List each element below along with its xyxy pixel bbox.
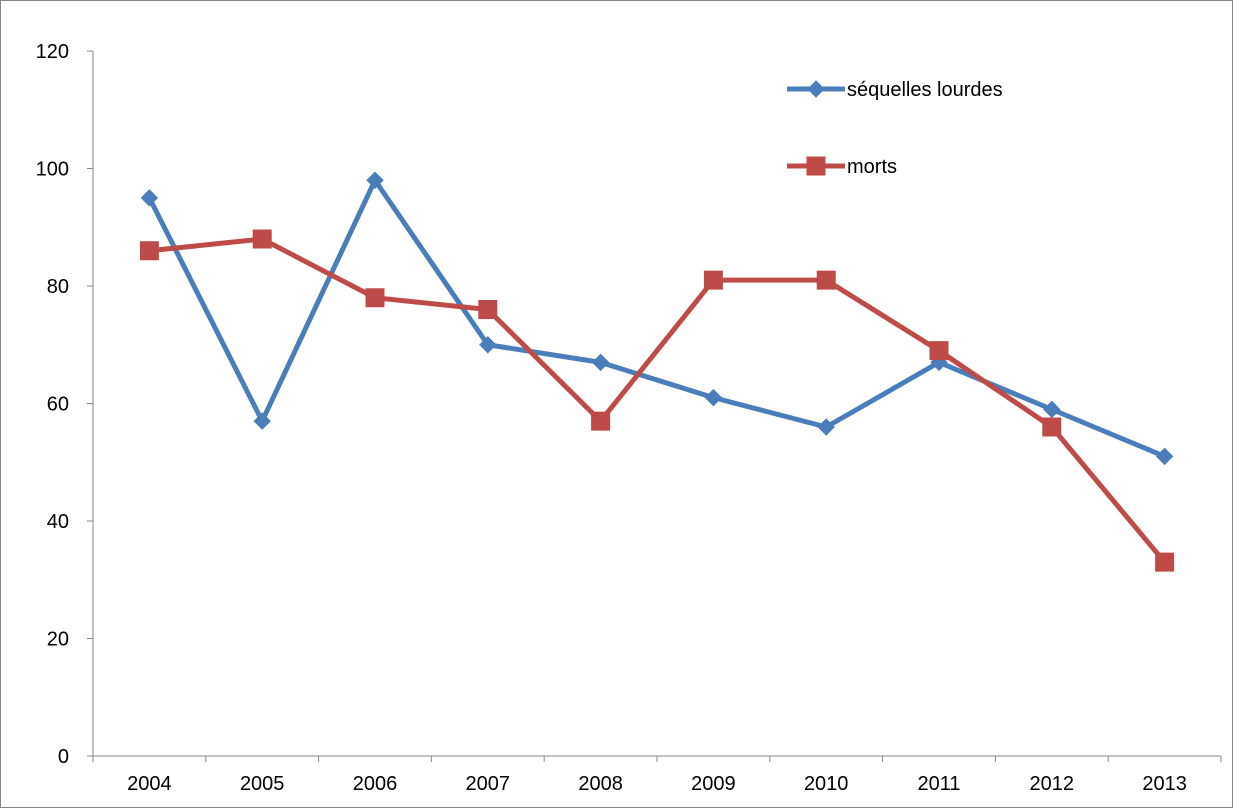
data-point: [1042, 417, 1062, 437]
data-point: [929, 341, 949, 361]
data-point: [365, 288, 385, 308]
y-tick-label: 0: [58, 746, 69, 768]
legend: séquelles lourdes morts: [787, 79, 1003, 178]
x-tick-label: 2006: [353, 773, 398, 795]
series-layer: [139, 171, 1175, 572]
data-point: [252, 229, 272, 249]
data-point: [1155, 447, 1174, 466]
x-tick-label: 2010: [804, 773, 849, 795]
x-tick-label: 2008: [578, 773, 623, 795]
data-point: [816, 270, 836, 290]
x-tick-label: 2005: [240, 773, 285, 795]
y-tick-label: 120: [36, 41, 69, 63]
legend-label: séquelles lourdes: [847, 79, 1003, 101]
x-tick-label: 2011: [917, 773, 960, 795]
x-tick-label: 2007: [466, 773, 511, 795]
y-tick-label: 20: [47, 629, 69, 651]
legend-item-1: séquelles lourdes: [787, 79, 1003, 101]
data-point: [479, 336, 497, 354]
x-tick-label: 2009: [691, 773, 736, 795]
x-tick-label: 2012: [1030, 773, 1075, 795]
y-tick-label: 60: [47, 394, 69, 416]
y-tick-label: 100: [36, 159, 69, 181]
data-point: [703, 270, 723, 290]
x-tick-label: 2013: [1142, 773, 1187, 795]
x-tick-label: 2004: [127, 773, 172, 795]
axes: 0 20 40 60 80 100 120 2004 2005 2006 2007 2008 2009 2…: [36, 41, 1222, 795]
series-1: [140, 171, 1174, 466]
data-point: [478, 300, 498, 319]
y-tick-label: 40: [47, 511, 69, 533]
data-point: [1155, 552, 1175, 572]
data-point: [139, 241, 159, 261]
data-point: [591, 411, 611, 431]
legend-label: morts: [847, 156, 897, 178]
series-line: [146, 177, 1168, 459]
data-point: [1043, 400, 1061, 419]
legend-item-2: morts: [787, 156, 897, 178]
legend-marker: [807, 80, 825, 98]
legend-marker: [806, 156, 826, 176]
data-point: [366, 171, 384, 189]
series-2: [139, 229, 1175, 572]
data-point: [253, 412, 271, 430]
data-point: [591, 353, 610, 372]
data-point: [704, 388, 723, 407]
series-line: [146, 236, 1168, 565]
data-point: [140, 189, 159, 207]
data-point: [817, 418, 835, 436]
y-tick-label: 80: [47, 276, 69, 298]
